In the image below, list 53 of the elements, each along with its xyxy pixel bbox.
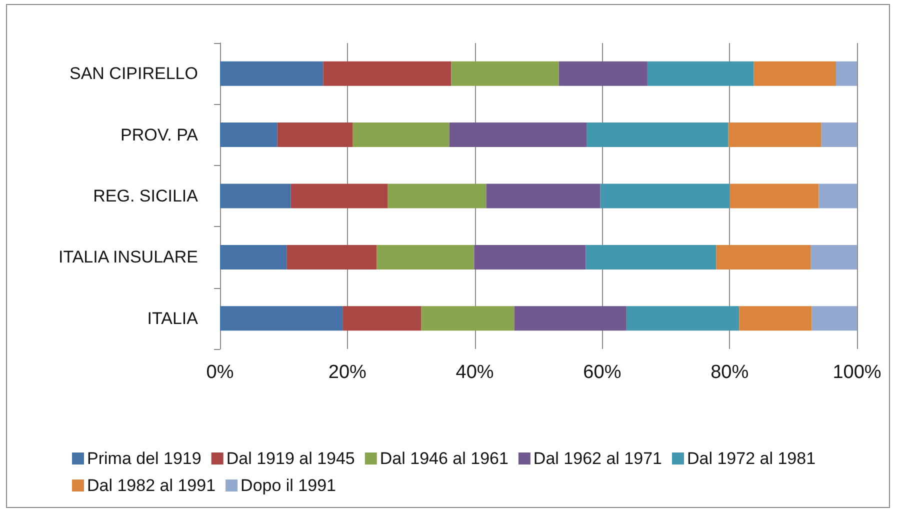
bar	[286, 244, 377, 270]
bar	[220, 61, 324, 86]
x-tick-label: 100%	[832, 362, 882, 383]
y-tick-label: PROV. PA	[120, 125, 199, 144]
bar	[586, 244, 716, 270]
bar	[220, 244, 287, 270]
bar	[647, 61, 754, 86]
bar	[818, 184, 857, 208]
y-tick-label: SAN CIPIRELLO	[70, 64, 198, 84]
bar	[474, 244, 586, 270]
x-tick-label: 40%	[456, 362, 494, 383]
y-tick-label: REG. SICILIA	[93, 186, 199, 206]
legend-label: Dal 1946 al 1961	[380, 449, 508, 468]
bar	[352, 122, 450, 148]
bar	[277, 122, 352, 148]
bar	[626, 306, 740, 331]
legend-label: Dal 1919 al 1945	[226, 449, 355, 468]
legend-label: Dal 1982 al 1991	[87, 476, 216, 495]
bar	[342, 306, 422, 331]
bar	[730, 184, 819, 208]
bar	[739, 306, 812, 331]
bar	[486, 184, 600, 208]
y-tick-label: ITALIA	[147, 308, 199, 328]
legend-label: Prima del 1919	[87, 449, 202, 468]
bar	[728, 122, 822, 148]
legend-label: Dal 1962 al 1971	[533, 449, 662, 468]
x-tick-label: 80%	[710, 362, 749, 383]
bar	[376, 244, 474, 270]
bar	[810, 244, 857, 270]
legend-label: Dal 1972 al 1981	[686, 449, 816, 468]
bar	[220, 184, 291, 208]
bar	[558, 61, 648, 86]
bar	[290, 184, 388, 208]
bar	[716, 244, 810, 270]
bar	[449, 122, 587, 148]
bar	[812, 306, 857, 331]
bar	[586, 122, 728, 148]
bar	[836, 61, 857, 86]
bar	[388, 184, 486, 208]
bar	[421, 306, 514, 331]
bar	[451, 61, 559, 86]
bar	[220, 306, 343, 331]
y-tick-label: ITALIA INSULARE	[58, 248, 198, 267]
bar	[754, 61, 836, 86]
bar	[514, 306, 626, 331]
bar	[323, 61, 452, 86]
x-tick-label: 60%	[583, 362, 622, 383]
x-tick-label: 20%	[328, 362, 367, 383]
x-tick-label: 0%	[206, 362, 234, 383]
legend-label: Dopo il 1991	[240, 476, 336, 495]
bar	[600, 184, 730, 208]
bar	[821, 122, 857, 148]
bar	[220, 122, 278, 148]
